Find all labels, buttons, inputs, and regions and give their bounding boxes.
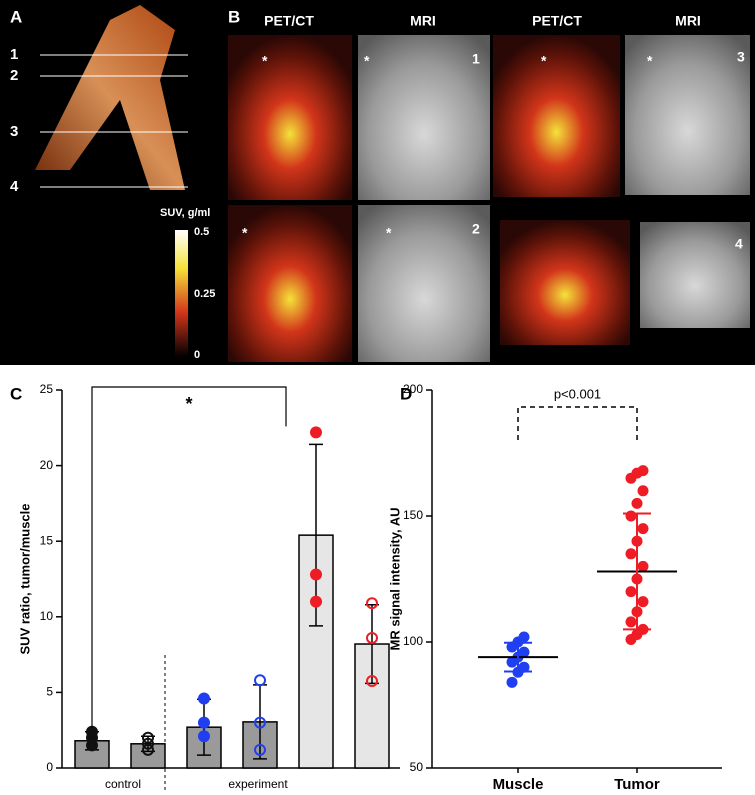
y-tick-label: 20 (40, 458, 54, 472)
data-point (518, 646, 530, 658)
y-tick-label: 5 (46, 685, 53, 699)
level-label: 2 (10, 67, 18, 84)
colorbar-labels: 0.5 0.25 0 (194, 226, 215, 361)
data-point (637, 596, 649, 608)
data-point (637, 485, 649, 497)
y-tick-label: 50 (410, 760, 424, 774)
charts: C 0 5 10 15 20 25 SUV ratio, tumor/muscle contro… (10, 382, 722, 793)
panel-letter: A (10, 7, 22, 26)
bar (74, 740, 110, 769)
data-point (86, 725, 98, 738)
data-point (310, 426, 322, 439)
data-point (310, 568, 322, 581)
mri-image (358, 205, 490, 362)
column-header: MRI (410, 13, 436, 29)
mri-image (625, 35, 750, 195)
data-point (637, 560, 649, 572)
data-point (625, 616, 637, 628)
data-point (637, 523, 649, 535)
panel-letter: D (400, 384, 412, 403)
data-point (254, 716, 266, 729)
panel-letter: B (228, 7, 240, 26)
data-point (254, 743, 266, 756)
level-lines: 1 2 3 4 (10, 46, 188, 195)
column-header: PET/CT (532, 13, 582, 29)
data-point (254, 674, 266, 687)
pet-image (228, 205, 352, 362)
y-tick-label: 100 (403, 634, 423, 648)
error-bar (504, 641, 532, 673)
data-point (625, 510, 637, 522)
data-point (366, 675, 378, 688)
level-label: 3 (10, 123, 18, 140)
group-label: control (105, 777, 141, 791)
error-bar (623, 512, 651, 631)
colorbar-label: 0 (194, 349, 200, 361)
error-bar (309, 443, 323, 627)
y-tick-label: 25 (40, 382, 54, 396)
data-point (631, 497, 643, 509)
level-label: 4 (10, 178, 19, 195)
x-tick-label: Muscle (493, 776, 544, 793)
y-tick-label: 150 (403, 508, 423, 522)
data-point (366, 631, 378, 644)
data-point (142, 731, 154, 744)
colorbar-label: 0.5 (194, 226, 209, 238)
significance: p<0.001 (554, 386, 601, 401)
asterisk: * (364, 53, 370, 69)
data-point (506, 676, 518, 688)
image-number: 2 (472, 221, 480, 237)
asterisk: * (647, 53, 653, 69)
data-point (625, 548, 637, 560)
panel-letter: C (10, 384, 22, 403)
column-header: PET/CT (264, 13, 314, 29)
column-header: MRI (675, 13, 701, 29)
pet-image (228, 35, 352, 200)
data-point (366, 597, 378, 610)
data-point (310, 595, 322, 608)
y-tick-label: 200 (403, 382, 423, 396)
data-point (198, 716, 210, 729)
colorbar (175, 230, 188, 357)
level-label: 1 (10, 46, 18, 63)
asterisk: * (242, 225, 248, 241)
mri-image (640, 222, 750, 328)
asterisk: * (386, 225, 392, 241)
significance-bracket (517, 406, 638, 440)
image-number: 4 (735, 236, 743, 252)
significance: * (185, 394, 192, 414)
y-axis-label: SUV ratio, tumor/muscle (17, 504, 32, 655)
data-point (518, 631, 530, 643)
asterisk: * (262, 53, 268, 69)
x-tick-label: Tumor (614, 776, 660, 793)
data-point (142, 737, 154, 750)
y-tick-label: 10 (40, 609, 54, 623)
colorbar-label: 0.25 (194, 288, 215, 300)
mri-image (358, 35, 490, 200)
data-point (637, 465, 649, 477)
data-point (625, 586, 637, 598)
pet-image (493, 35, 620, 197)
y-tick-label: 15 (40, 533, 54, 547)
y-axis-label: MR signal intensity, AU (387, 507, 402, 650)
data-point (198, 692, 210, 705)
y-tick-label: 0 (46, 760, 53, 774)
data-point (198, 730, 210, 743)
group-label: experiment (228, 777, 288, 791)
bone-render (35, 5, 185, 190)
colorbar-title: SUV, g/ml (160, 207, 210, 219)
image-number: 1 (472, 51, 480, 67)
data-point (142, 743, 154, 756)
image-number: 3 (737, 49, 745, 65)
significance-bracket (91, 386, 287, 728)
data-point (518, 661, 530, 673)
pet-image (500, 220, 630, 345)
panel-b-labels: PET/CT MRI PET/CT MRI 1 2 3 4 * * * * * * (242, 13, 745, 252)
asterisk: * (541, 53, 547, 69)
